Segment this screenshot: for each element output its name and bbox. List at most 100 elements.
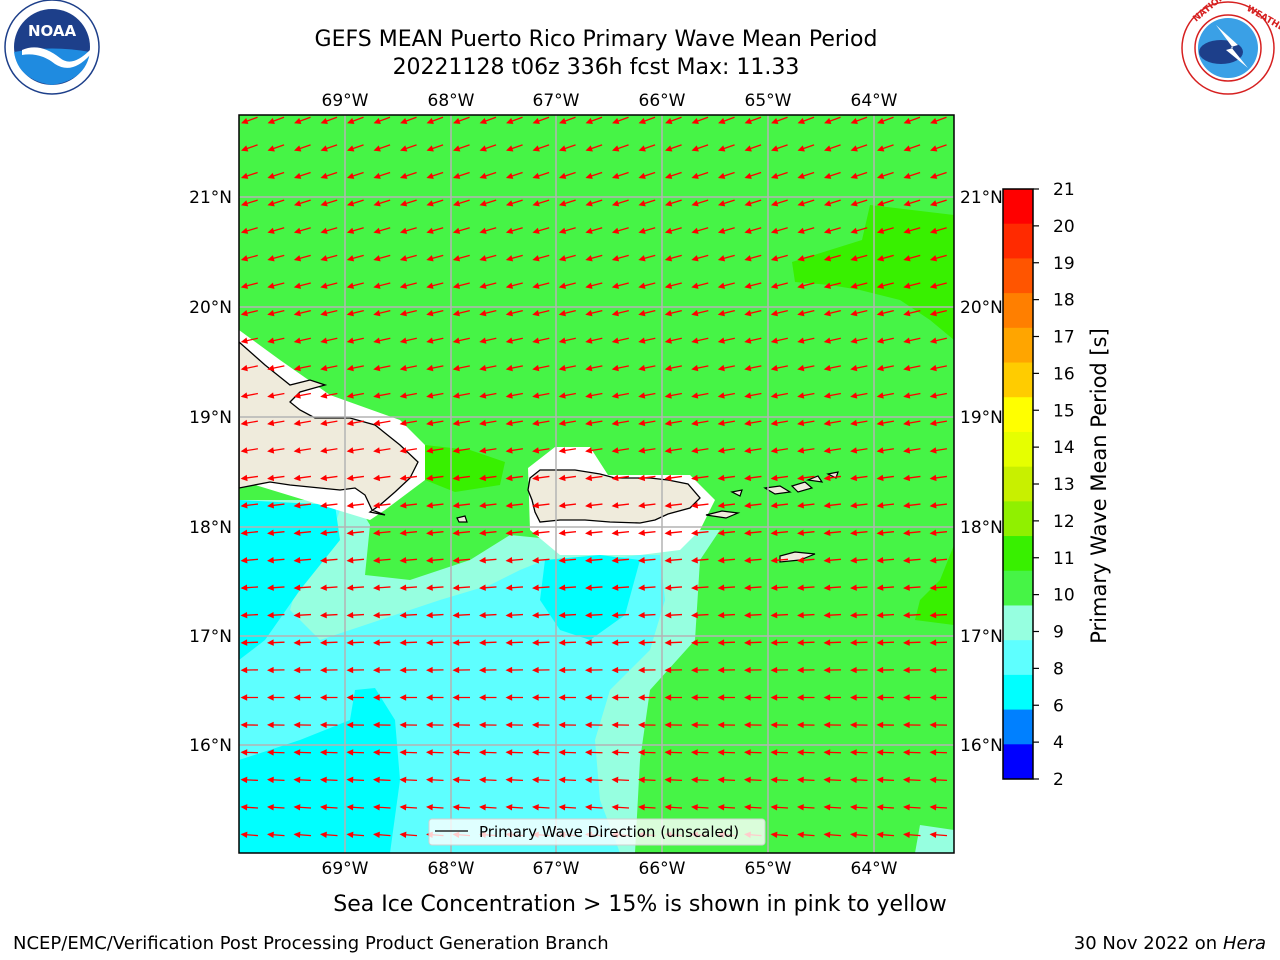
wave-arrow — [452, 749, 471, 756]
wave-arrow — [717, 776, 736, 784]
wave-arrow — [293, 227, 311, 234]
wave-arrow — [479, 310, 497, 317]
wave-arrow — [823, 749, 842, 756]
wave-arrow — [399, 337, 417, 344]
wave-arrow — [373, 227, 391, 234]
wave-arrow — [346, 447, 365, 454]
colorbar-segment — [1003, 709, 1033, 745]
wave-arrow — [823, 254, 841, 262]
wave-arrow — [452, 694, 471, 701]
wave-arrow — [717, 749, 736, 756]
wave-arrow — [903, 116, 921, 124]
wave-arrow — [850, 171, 868, 179]
wave-arrow — [876, 749, 895, 756]
wave-arrow — [744, 804, 762, 811]
wave-arrow — [638, 776, 656, 784]
wave-arrow — [903, 694, 921, 701]
wave-arrow — [744, 776, 762, 784]
wave-arrow — [797, 171, 815, 179]
wave-arrow — [240, 447, 259, 454]
wave-arrow — [585, 282, 603, 289]
wave-arrow — [664, 199, 682, 207]
lon-label-top: 64°W — [851, 91, 898, 111]
chart-subtitle: 20221128 t06z 336h fcst Max: 11.33 — [392, 55, 800, 80]
wave-arrow — [400, 116, 417, 124]
wave-arrow — [505, 584, 524, 591]
wave-arrow — [717, 639, 736, 646]
wave-arrow — [638, 282, 656, 289]
wave-arrow — [320, 419, 338, 427]
wave-arrow — [453, 144, 470, 152]
wave-arrow — [717, 502, 736, 509]
wave-arrow — [293, 392, 311, 399]
wave-arrow — [558, 694, 577, 701]
wave-arrow — [638, 364, 656, 372]
wave-arrow — [850, 831, 868, 838]
wave-arrow — [717, 310, 735, 317]
wave-arrow — [611, 254, 629, 262]
wave-arrow — [558, 721, 577, 729]
wave-arrow — [373, 171, 391, 179]
wave-arrow — [664, 557, 683, 564]
wave-arrow — [267, 694, 285, 701]
wave-arrow — [850, 666, 868, 674]
wave-arrow — [638, 611, 656, 619]
wave-arrow — [664, 694, 683, 701]
wave-arrow — [876, 310, 894, 317]
wave-arrow — [320, 227, 338, 234]
wave-arrow — [426, 584, 444, 591]
wave-arrow — [903, 666, 921, 674]
wave-arrow — [823, 831, 842, 838]
wave-arrow — [823, 171, 841, 179]
wave-arrow — [850, 611, 868, 619]
wave-arrow — [850, 804, 868, 811]
wave-arrow — [638, 419, 656, 427]
wave-arrow — [770, 749, 789, 756]
wave-arrow — [373, 502, 391, 509]
wave-arrow — [240, 337, 258, 344]
wave-arrow — [240, 831, 259, 838]
wave-arrow — [426, 254, 444, 262]
wave-arrow — [452, 639, 471, 646]
wave-arrow — [240, 694, 259, 701]
wave-arrow — [876, 639, 895, 646]
colorbar-tick-label: 14 — [1053, 438, 1075, 458]
lat-label-left: 18°N — [189, 518, 232, 538]
colorbar-tick-label: 18 — [1053, 291, 1075, 311]
wave-arrow — [664, 776, 683, 784]
wave-arrow — [823, 804, 842, 811]
wave-arrow — [770, 419, 788, 427]
wave-arrow — [267, 144, 285, 152]
wave-arrow — [240, 310, 258, 317]
wave-arrow — [770, 666, 789, 674]
wave-arrow — [664, 419, 682, 427]
wave-arrow — [505, 447, 524, 454]
wave-arrow — [850, 776, 868, 784]
wave-arrow — [320, 144, 338, 152]
wave-arrow — [532, 584, 550, 591]
wave-arrow — [823, 199, 841, 207]
wave-arrow — [797, 666, 815, 674]
wave-arrow — [611, 227, 629, 234]
wave-arrow — [585, 310, 603, 317]
lon-label-top: 65°W — [745, 91, 792, 111]
wave-arrow — [320, 310, 338, 317]
wave-arrow — [320, 611, 338, 619]
wave-arrow — [558, 502, 577, 509]
wave-arrow — [479, 666, 497, 674]
wave-arrow — [611, 557, 630, 564]
wave-arrow — [612, 144, 629, 152]
colorbar-segment — [1003, 501, 1033, 537]
period-field-brightcyan-c — [540, 555, 640, 640]
wave-arrow — [744, 392, 762, 399]
wave-arrow — [399, 392, 417, 399]
wave-arrow — [293, 529, 312, 536]
colorbar-tick-label: 17 — [1053, 328, 1075, 348]
lon-label-bottom: 64°W — [851, 859, 898, 879]
lat-label-right: 16°N — [960, 736, 1003, 756]
wave-arrow — [850, 144, 868, 152]
wave-arrow — [373, 337, 391, 344]
wave-arrow — [744, 282, 762, 289]
lon-label-bottom: 66°W — [639, 859, 686, 879]
wave-arrow — [770, 171, 788, 179]
